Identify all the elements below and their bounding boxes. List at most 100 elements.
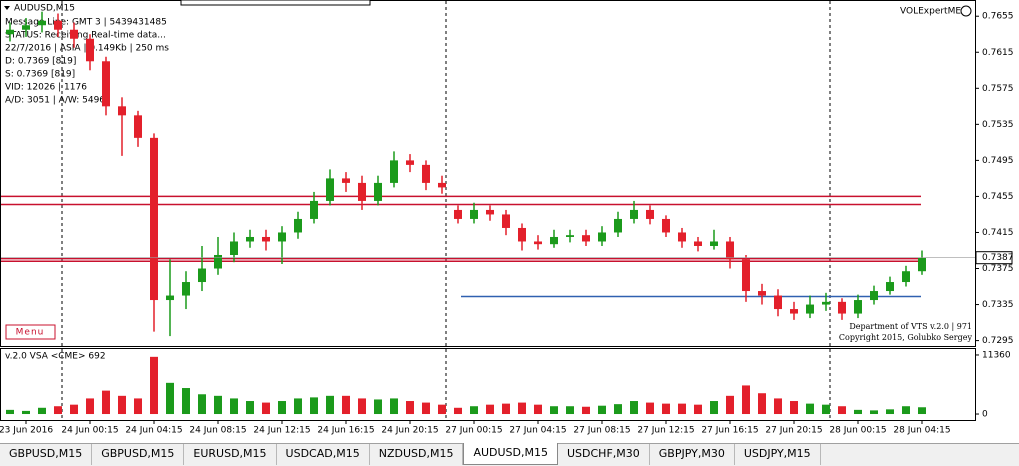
candle-body: [534, 241, 542, 245]
volume-bar: [54, 406, 62, 415]
candle-body: [422, 164, 430, 183]
chart-tab[interactable]: GBPUSD,M15: [0, 444, 93, 465]
candle-body: [886, 282, 894, 292]
volume-bar: [646, 402, 654, 415]
info-line: Message Line: GMT 3 | 5439431485: [5, 18, 167, 28]
volume-bar: [342, 395, 350, 415]
chart-tab[interactable]: GBPUSD,M15: [92, 444, 185, 465]
volume-bar: [726, 395, 734, 415]
candle-body: [22, 25, 30, 30]
volume-bar: [374, 399, 382, 415]
volume-bar: [678, 403, 686, 415]
volume-bar: [102, 390, 110, 415]
chart-tab[interactable]: GBPJPY,M30: [650, 444, 735, 465]
menu-triangle[interactable]: [4, 6, 10, 10]
x-tick-label: 24 Jun 12:15: [253, 426, 310, 436]
candle-body: [486, 209, 494, 215]
volume-bar: [662, 403, 670, 415]
volume-bar: [550, 406, 558, 415]
x-tick-label: 24 Jun 16:15: [317, 426, 374, 436]
chart-tab[interactable]: USDCHF,M30: [558, 444, 650, 465]
volume-bar: [742, 385, 750, 415]
candle-body: [582, 235, 590, 242]
candle-body: [374, 182, 382, 201]
volume-bar: [694, 404, 702, 415]
volume-bar: [710, 401, 718, 415]
candle-body: [662, 218, 670, 233]
volume-bar: [918, 407, 926, 415]
candle-body: [470, 209, 478, 219]
chart-tab[interactable]: EURUSD,M15: [184, 444, 277, 465]
info-line: D: 0.7369 [819]: [5, 57, 76, 67]
volume-bar: [566, 406, 574, 415]
x-tick-label: 27 Jun 08:15: [573, 426, 630, 436]
candle-body: [214, 254, 222, 269]
price-frame: [0, 0, 976, 347]
x-tick-label: 27 Jun 00:15: [445, 426, 502, 436]
candle-body: [38, 20, 46, 26]
toolbar-box: [180, 0, 371, 6]
volume-bar: [390, 398, 398, 415]
current-price: 0.7387: [982, 253, 1014, 263]
volume-bar: [22, 410, 30, 415]
y-tick-label: 0.7495: [982, 156, 1014, 166]
indicator-name: VOLExpertME: [900, 7, 961, 17]
volume-bar: [614, 404, 622, 415]
y-tick-label: 0.7335: [982, 300, 1014, 310]
tab-bar: GBPUSD,M15 GBPUSD,M15 EURUSD,M15 USDCAD,M15…: [0, 443, 1019, 466]
info-line: STATUS: Receiving Real-time data...: [5, 31, 166, 41]
menu-label[interactable]: Menu: [16, 328, 45, 338]
y-tick-label: 0.7655: [982, 12, 1014, 22]
chart-tab[interactable]: USDJPY,M15: [735, 444, 821, 465]
candle-body: [294, 218, 302, 233]
volume-bar: [6, 409, 14, 415]
candle-body: [150, 137, 158, 301]
candle-body: [438, 182, 446, 188]
candle-body: [550, 236, 558, 245]
volume-bar: [422, 402, 430, 415]
x-tick-label: 27 Jun 20:15: [765, 426, 822, 436]
x-tick-label: 27 Jun 12:15: [637, 426, 694, 436]
volume-bar: [246, 401, 254, 415]
info-line: S: 0.7369 [819]: [5, 70, 75, 80]
volume-bar: [534, 404, 542, 415]
candle-body: [166, 295, 174, 301]
volume-bar: [438, 404, 446, 415]
menu-button[interactable]: [5, 324, 56, 340]
volume-bar: [198, 394, 206, 415]
volume-bar: [838, 406, 846, 415]
chart-tab[interactable]: NZDUSD,M15: [370, 444, 464, 465]
info-line: A/D: 3051 | A/W: 5496: [5, 96, 105, 106]
candle-body: [86, 38, 94, 62]
volume-bar: [806, 403, 814, 415]
candle-body: [390, 160, 398, 183]
x-tick-label: 28 Jun 04:15: [893, 426, 950, 436]
volume-bar: [502, 403, 510, 415]
candle-body: [502, 214, 510, 228]
volume-title: v.2.0 VSA <CME> 692: [5, 352, 106, 362]
volume-bar: [486, 404, 494, 415]
candle-body: [838, 301, 846, 314]
copyright-line: Department of VTS v.2.0 | 971: [849, 322, 972, 331]
candle-body: [406, 160, 414, 165]
candle-body: [678, 232, 686, 242]
smiley: [960, 5, 972, 17]
candle-body: [742, 259, 750, 292]
chart-tab[interactable]: USDCAD,M15: [277, 444, 370, 465]
volume-bar: [854, 409, 862, 415]
symbol-title: AUDUSD,M15: [14, 4, 75, 14]
candle-body: [630, 209, 638, 219]
volume-bar: [774, 398, 782, 415]
volume-bar: [38, 407, 46, 415]
volume-bar: [294, 398, 302, 415]
y-tick-label: 0.7575: [982, 84, 1014, 94]
volume-bar: [70, 404, 78, 415]
candle-body: [262, 236, 270, 242]
x-tick-label: 24 Jun 08:15: [189, 426, 246, 436]
x-tick-label: 24 Jun 04:15: [125, 426, 182, 436]
volume-bar: [902, 406, 910, 415]
chart-tab[interactable]: AUDUSD,M15: [463, 443, 558, 465]
candle-body: [70, 29, 78, 39]
volume-bar: [150, 356, 158, 415]
